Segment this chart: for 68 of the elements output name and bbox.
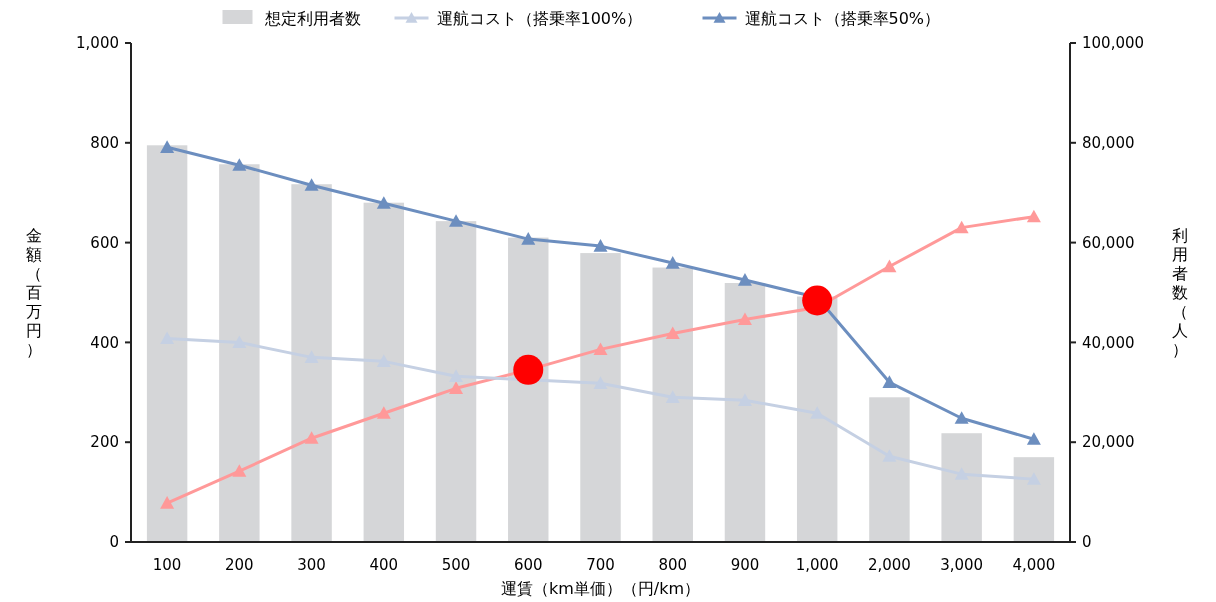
y-tick-label: 400 xyxy=(90,333,119,352)
bar xyxy=(219,164,260,542)
point xyxy=(737,273,752,286)
point xyxy=(160,496,175,509)
x-tick-label: 200 xyxy=(225,556,254,574)
point xyxy=(954,411,969,424)
y-tick-label: 0 xyxy=(109,533,119,552)
bar xyxy=(724,283,766,542)
legend-label: 運航コスト（搭乗率50%） xyxy=(744,8,941,28)
x-tick-label: 100 xyxy=(152,556,182,574)
bar xyxy=(796,296,838,542)
point xyxy=(1026,432,1041,445)
x-tick-label: 900 xyxy=(730,556,760,574)
y2-tick-label: 20,000 xyxy=(1082,433,1135,452)
legend-label: 想定利用者数 xyxy=(263,8,361,28)
point xyxy=(449,214,464,227)
point xyxy=(882,259,897,273)
y-tick-label: 200 xyxy=(90,433,119,452)
point xyxy=(376,196,391,209)
bar xyxy=(435,221,477,542)
x-tick-label: 600 xyxy=(513,556,543,574)
bar xyxy=(941,433,982,542)
y-tick-label: 800 xyxy=(90,134,119,153)
y2-tick-label: 0 xyxy=(1082,533,1092,552)
x-tick-label: 400 xyxy=(369,556,399,574)
x-tick-label: 2,000 xyxy=(867,556,911,574)
point xyxy=(232,158,247,171)
point xyxy=(954,220,969,234)
x-tick-label: 1,000 xyxy=(795,556,839,574)
y2-axis-title: 利用者数（人） xyxy=(1172,226,1188,360)
point xyxy=(304,431,319,444)
x-tick-label: 3,000 xyxy=(940,556,984,574)
x-tick-label: 300 xyxy=(297,556,326,574)
bar xyxy=(652,267,693,542)
bar xyxy=(1013,457,1055,542)
bar xyxy=(869,397,910,542)
point xyxy=(737,312,752,326)
x-tick-label: 800 xyxy=(658,556,688,574)
point xyxy=(521,232,536,245)
point xyxy=(232,464,247,477)
point xyxy=(1026,209,1041,223)
point xyxy=(376,406,391,419)
y2-tick-label: 60,000 xyxy=(1082,233,1135,252)
x-tick-label: 4,000 xyxy=(1012,556,1056,574)
x-tick-label: 500 xyxy=(441,556,471,574)
x-tick-label: 700 xyxy=(586,556,615,574)
bar xyxy=(291,184,332,542)
y-tick-label: 1,000 xyxy=(76,34,119,53)
bar xyxy=(146,145,188,542)
point xyxy=(593,239,608,252)
y2-tick-label: 80,000 xyxy=(1082,134,1135,153)
point xyxy=(665,256,680,269)
point xyxy=(449,369,464,382)
legend-label: 運航コスト（搭乗率100%） xyxy=(436,8,643,28)
y-axis-title: 金額（百万円） xyxy=(26,226,42,360)
point xyxy=(593,342,608,355)
y-tick-label: 600 xyxy=(90,233,119,252)
point xyxy=(882,375,897,388)
bar xyxy=(580,253,621,542)
point xyxy=(449,381,464,394)
x-axis-title: 運賃（km単価）（円/km） xyxy=(500,579,701,598)
bar xyxy=(508,237,549,542)
point xyxy=(665,326,680,340)
point xyxy=(160,140,175,153)
point xyxy=(304,178,319,191)
y2-tick-label: 40,000 xyxy=(1082,333,1135,352)
y2-tick-label: 100,000 xyxy=(1082,34,1145,53)
bar xyxy=(363,202,405,542)
